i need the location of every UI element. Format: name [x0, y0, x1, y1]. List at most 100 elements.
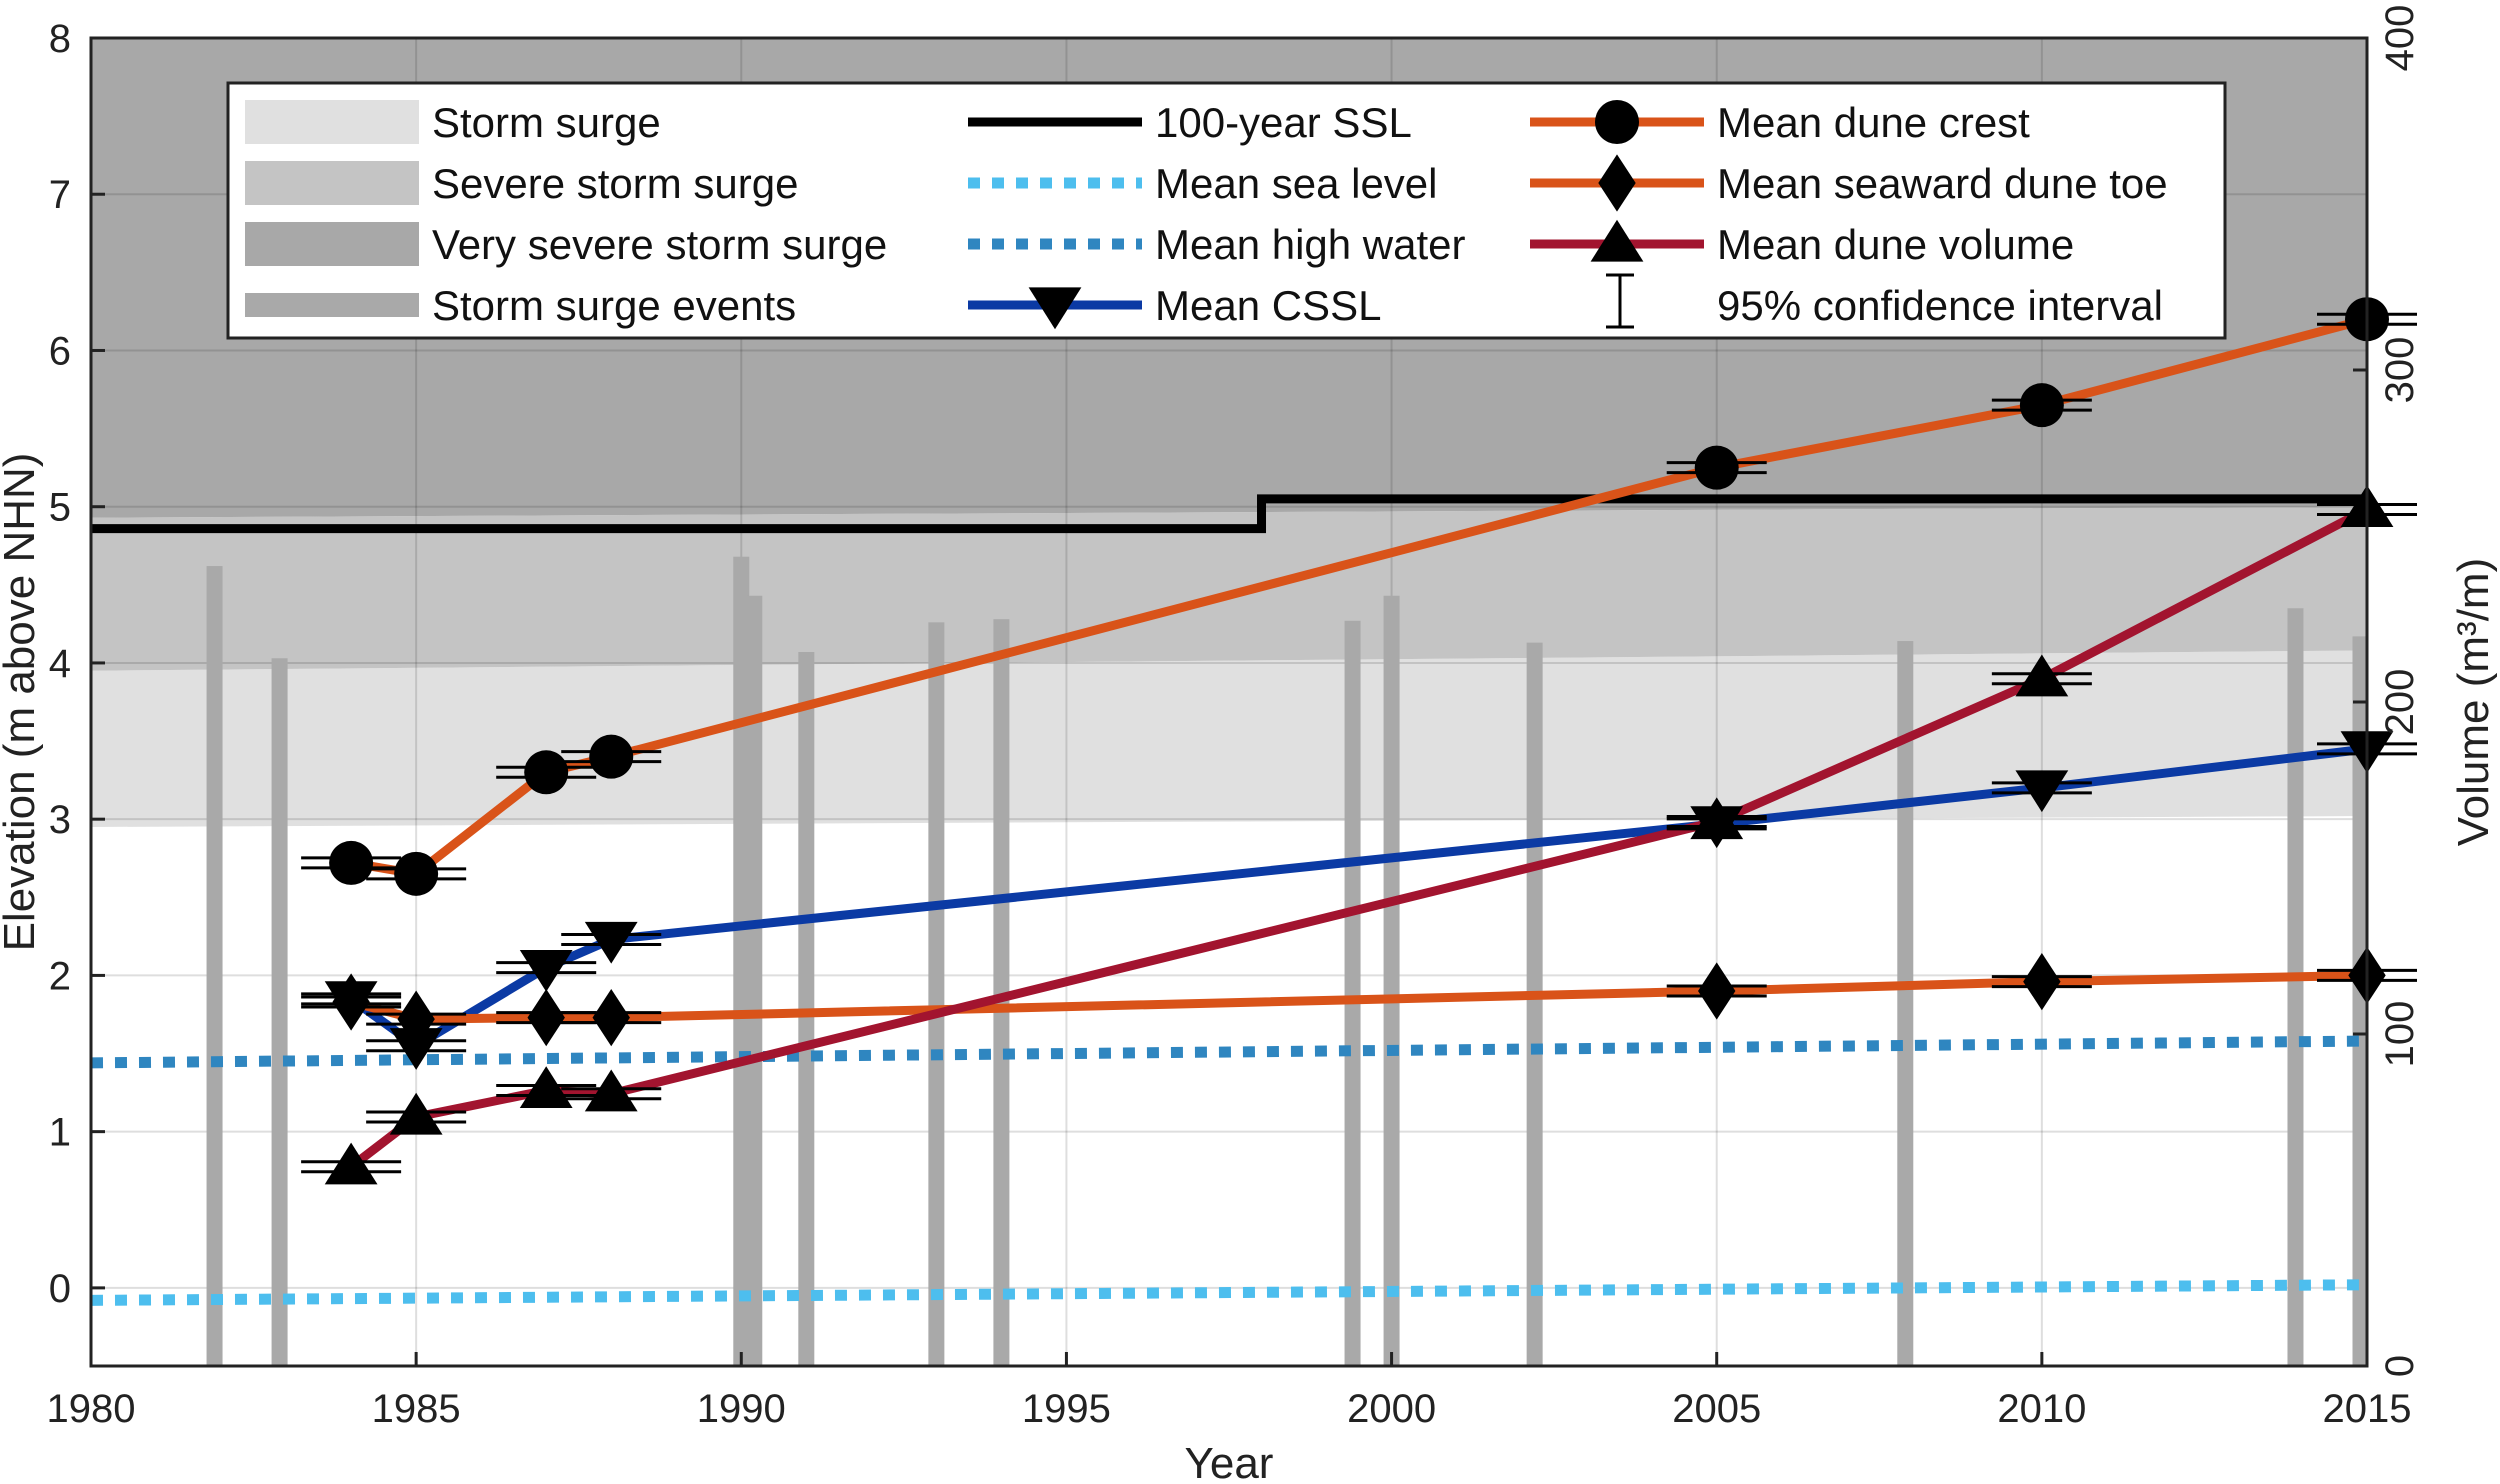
marker-triangle-down [2015, 770, 2069, 813]
marker-triangle-down [389, 1028, 443, 1070]
legend-item: Storm surge [245, 99, 661, 146]
y-tick-label: 1 [49, 1111, 71, 1155]
storm-surge-event-bar [2352, 636, 2369, 1366]
legend-label: Mean dune volume [1717, 221, 2074, 268]
legend-swatch [245, 161, 419, 205]
series-line-mean-sea-level [90, 1279, 2368, 1306]
legend-item: Mean dune volume [1530, 219, 2074, 268]
marker-circle [394, 851, 439, 896]
legend-item: Severe storm surge [245, 160, 798, 207]
x-tick-label: 1980 [47, 1387, 136, 1431]
marker-triangle-up [1690, 797, 1744, 840]
storm-surge-event-bar [1344, 620, 1361, 1366]
y-axis-label: Elevation (m above NHN) [0, 453, 44, 952]
storm-surge-event-bar [2287, 608, 2304, 1366]
marker-circle [589, 734, 634, 779]
marker-triangle-up [2015, 654, 2069, 697]
legend: Storm surge Severe storm surge Very severe… [226, 81, 2227, 340]
y2-axis-label: Volume (m³/m) [2449, 558, 2498, 846]
marker-circle [524, 750, 569, 795]
x-tick-label: 2005 [1672, 1387, 1761, 1431]
x-tick-label: 2015 [2323, 1387, 2412, 1431]
legend-item: Mean dune crest [1530, 99, 2030, 146]
y-tick-label: 7 [49, 173, 71, 217]
storm-surge-event-bar [1897, 641, 1914, 1366]
y-tick-label: 0 [49, 1267, 71, 1311]
y-tick-label: 4 [49, 642, 71, 686]
legend-item: 95% confidence interval [1606, 273, 2163, 329]
marker-circle [1694, 445, 1739, 490]
storm-surge-event-bar [928, 622, 945, 1366]
axes: 1980 1985 1990 1995 2000 2005 2010 201501234567… [47, 5, 2422, 1431]
storm-surge-event-bar [1383, 595, 1400, 1366]
legend-item: Mean sea level [968, 160, 1438, 207]
legend-item: Storm surge events [245, 282, 796, 329]
marker-triangle-down [519, 950, 573, 992]
legend-label: Mean seaward dune toe [1717, 160, 2168, 207]
y2-tick-label: 200 [2378, 669, 2422, 736]
legend-label: 100-year SSL [1155, 99, 1412, 146]
band-storm-surge [91, 650, 2367, 827]
legend-item: Mean CSSL [968, 282, 1381, 330]
marker-triangle-up [389, 1092, 443, 1135]
legend-swatch [245, 100, 419, 144]
marker-diamond [527, 988, 565, 1047]
legend-label: Mean CSSL [1155, 282, 1381, 329]
x-axis-label: Year [1185, 1439, 1274, 1484]
legend-label: Severe storm surge [432, 160, 798, 207]
legend-label: Mean high water [1155, 221, 1466, 268]
legend-label: 95% confidence interval [1717, 282, 2163, 329]
band-severe-storm-surge [91, 506, 2367, 671]
y-tick-label: 6 [49, 329, 71, 373]
marker-diamond [1698, 962, 1736, 1020]
y2-tick-label: 300 [2378, 337, 2422, 404]
y-tick-label: 3 [49, 798, 71, 842]
x-tick-label: 1990 [697, 1387, 786, 1431]
marker-diamond [397, 990, 435, 1048]
legend-marker-circle [1595, 100, 1639, 144]
marker-circle [329, 840, 374, 885]
storm-surge-event-bar [993, 619, 1010, 1366]
storm-surge-event-bar [746, 595, 763, 1366]
legend-label: Storm surge events [432, 282, 796, 329]
marker-triangle-down [584, 921, 638, 964]
legend-item: Mean seaward dune toe [1530, 154, 2168, 212]
legend-marker-diamond [1598, 154, 1636, 212]
y2-tick-label: 400 [2378, 5, 2422, 72]
marker-diamond [2023, 953, 2061, 1011]
legend-label: Mean sea level [1155, 160, 1438, 207]
storm-surge-event-bar [733, 556, 750, 1366]
y-tick-label: 8 [49, 17, 71, 61]
y-tick-label: 5 [49, 486, 71, 530]
legend-label: Storm surge [432, 99, 661, 146]
marker-triangle-up [584, 1069, 638, 1112]
marker-triangle-up [519, 1066, 573, 1109]
legend-swatch [245, 293, 419, 317]
x-tick-label: 2000 [1347, 1387, 1436, 1431]
marker-circle [2019, 383, 2064, 428]
x-tick-label: 2010 [1997, 1387, 2086, 1431]
legend-item: Very severe storm surge [245, 221, 887, 268]
legend-marker-triangle-up [1590, 219, 1644, 262]
legend-box [226, 81, 2227, 340]
x-tick-label: 1995 [1022, 1387, 1111, 1431]
series-line-mean-high-water [90, 1035, 2368, 1069]
legend-marker-triangle-down [1028, 287, 1082, 330]
legend-item: Mean high water [968, 221, 1466, 268]
y2-tick-label: 100 [2378, 1001, 2422, 1068]
series-line-100-year-ssl [91, 494, 2367, 534]
marker-diamond [592, 988, 630, 1047]
storm-surge-event-bar [206, 566, 223, 1366]
marker-triangle-up [324, 1142, 378, 1185]
y-tick-label: 2 [49, 954, 71, 998]
storm-surge-event-bar [1526, 642, 1543, 1366]
legend-label: Very severe storm surge [432, 221, 887, 268]
marker-diamond [332, 973, 370, 1031]
legend-item: 100-year SSL [968, 99, 1412, 146]
storm-surge-event-bar [271, 658, 288, 1366]
legend-swatch [245, 222, 419, 266]
x-tick-label: 1985 [372, 1387, 461, 1431]
legend-label: Mean dune crest [1717, 99, 2030, 146]
y2-tick-label: 0 [2378, 1355, 2422, 1377]
